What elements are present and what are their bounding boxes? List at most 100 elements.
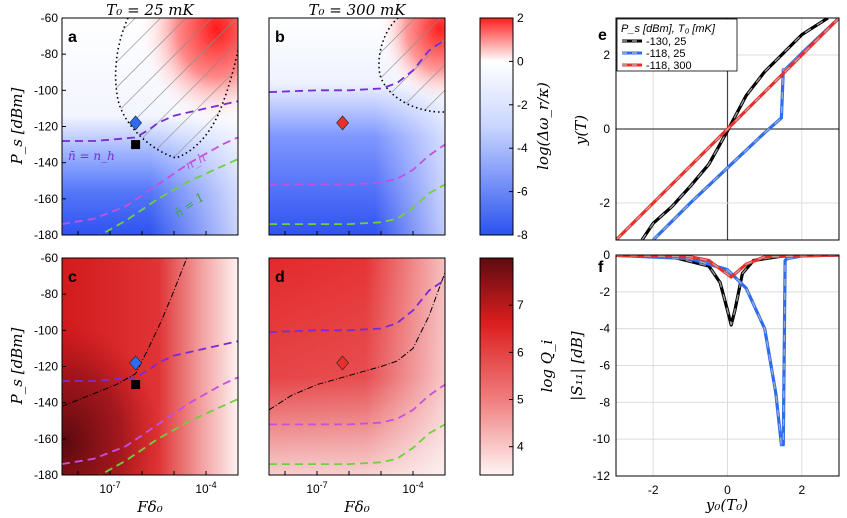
panel-label-d: d — [275, 269, 285, 286]
cbar-top-tick-label: -2 — [517, 98, 528, 112]
cbar-top-tick-label: -8 — [517, 228, 528, 242]
ytick-label-a: -80 — [41, 47, 59, 61]
ytick-label-a: -100 — [34, 83, 58, 97]
xtick-label-f: 0 — [724, 483, 731, 497]
cbar-bottom-tick-label: 7 — [517, 298, 524, 312]
xlabel-fdelta-d: Fδ₀ — [343, 498, 369, 516]
series-d-n-n-h — [269, 278, 445, 333]
ytick-label-f: -2 — [599, 285, 610, 299]
ylabel-ps-bottom: P_s [dBm] — [8, 328, 26, 406]
ylabel-y-of-t: y(T) — [572, 115, 590, 146]
marker-square-a — [131, 140, 141, 150]
ytick-label-e: 2 — [603, 48, 610, 62]
panel-a: a n̄ = n_h n_h n̄ = 1 — [61, 17, 239, 236]
legend-entry: -118, 25 — [646, 48, 686, 60]
ytick-label-c: -60 — [41, 251, 59, 265]
legend-entry: -130, 25 — [646, 36, 686, 48]
ytick-label-a: -160 — [34, 192, 58, 206]
series-d-n-h — [269, 383, 445, 426]
ytick-label-e: 0 — [603, 122, 610, 136]
col-title-300mk: T₀ = 300 mK — [309, 1, 407, 19]
xtick-label-d: 10-4 — [402, 480, 423, 496]
hatched-region-a — [115, 18, 238, 158]
panel-e: 20-2 e P_s [dBm], T₀ [mK] -130, 25-118, … — [572, 17, 840, 241]
panel-d: d — [268, 257, 446, 476]
cbar-top-tick-label: -6 — [517, 185, 528, 199]
ytick-label-a: -140 — [34, 156, 58, 170]
xlabel-fdelta-c: Fδ₀ — [136, 498, 162, 516]
colorbar-top — [479, 17, 514, 236]
ylabel-ps-top: P_s [dBm] — [8, 88, 26, 166]
series-c-n-1 — [98, 398, 238, 475]
marker-diamond-b — [336, 115, 349, 131]
colorbar-top-label: log(Δω_r/κ) — [534, 82, 552, 170]
marker-diamond-d — [336, 355, 349, 371]
ytick-label-c: -100 — [34, 323, 58, 337]
cbar-bottom-tick-label: 4 — [517, 440, 524, 454]
cbar-top-tick-label: 2 — [517, 11, 524, 25]
ytick-label-c: -140 — [34, 396, 58, 410]
series-overlay-e — [616, 18, 839, 240]
ytick-label-f: 0 — [603, 248, 610, 262]
cbar-bottom-tick-label: 6 — [517, 345, 524, 359]
panel-f: 0 -2 -4 -6 -8 -10 -12 -2 0 2 f |S₁₁| [dB] y₀(T₀) — [568, 248, 840, 514]
annotation-nbar-nh: n̄ = n_h — [68, 149, 115, 163]
series-a-n-n-h — [62, 100, 238, 142]
ytick-label-f: -10 — [593, 432, 611, 446]
marker-diamond-a — [129, 115, 142, 131]
xtick-label-c: 10-7 — [99, 480, 120, 496]
series-overlay-f — [616, 255, 839, 446]
series-overlay-f — [616, 255, 839, 278]
legend-entry: -118, 300 — [646, 60, 692, 72]
series-c-n-h — [62, 376, 238, 465]
xtick-label-f: -2 — [648, 483, 659, 497]
marker-square-c — [131, 380, 141, 390]
cbar-top-tick-label: -4 — [517, 141, 528, 155]
ytick-label-f: -12 — [593, 469, 611, 483]
series-a-n-h — [62, 136, 238, 225]
series-c-n-n-h — [62, 340, 238, 382]
ytick-label-a: -120 — [34, 120, 58, 134]
ytick-label-f: -6 — [599, 359, 610, 373]
xtick-label-f: 2 — [798, 483, 805, 497]
ytick-label-f: -4 — [599, 322, 610, 336]
panel-label-c: c — [68, 269, 77, 286]
boundary-dotted-b — [378, 18, 445, 113]
series-overlay-f — [616, 255, 839, 326]
panel-label-a: a — [68, 29, 77, 46]
panel-label-b: b — [275, 29, 285, 46]
ytick-label-f: -8 — [599, 395, 610, 409]
ytick-label-c: -80 — [41, 287, 59, 301]
col-title-25mk: T₀ = 25 mK — [106, 1, 194, 19]
series-b-n-1 — [269, 183, 445, 226]
xtick-label-d: 10-7 — [306, 480, 327, 496]
ytick-label-c: -160 — [34, 432, 58, 446]
panel-c: c — [61, 257, 239, 476]
series-b-n-h — [269, 143, 445, 186]
legend-title: P_s [dBm], T₀ [mK] — [621, 23, 716, 35]
cbar-top-tick-label: 0 — [517, 54, 524, 68]
series-c-q-i-boundary — [62, 258, 188, 407]
series-a-n-1 — [98, 158, 238, 235]
colorbar-bottom-label: log Q_i — [538, 339, 556, 392]
ytick-label-e: -2 — [599, 196, 610, 210]
ytick-label-c: -180 — [34, 468, 58, 482]
ylabel-s11: |S₁₁| [dB] — [568, 331, 586, 401]
series-overlay-e — [641, 18, 829, 240]
panel-b: b — [268, 17, 446, 236]
series-d-n-1 — [269, 423, 445, 466]
panel-label-e: e — [598, 27, 607, 44]
xlabel-y0: y₀(T₀) — [705, 496, 748, 514]
panel-label-f: f — [598, 259, 604, 276]
colorbar-bottom — [479, 257, 514, 476]
cbar-bottom-tick-label: 5 — [517, 393, 524, 407]
legend-e: P_s [dBm], T₀ [mK] -130, 25-118, 25-118,… — [616, 18, 738, 72]
series-b-n-n-h — [269, 38, 445, 93]
xtick-label-c: 10-4 — [195, 480, 216, 496]
series-d-q-i-boundary — [269, 272, 445, 411]
ytick-label-c: -120 — [34, 360, 58, 374]
ytick-label-a: -60 — [41, 11, 59, 25]
ytick-label-a: -180 — [34, 228, 58, 242]
marker-diamond-c — [129, 355, 142, 371]
